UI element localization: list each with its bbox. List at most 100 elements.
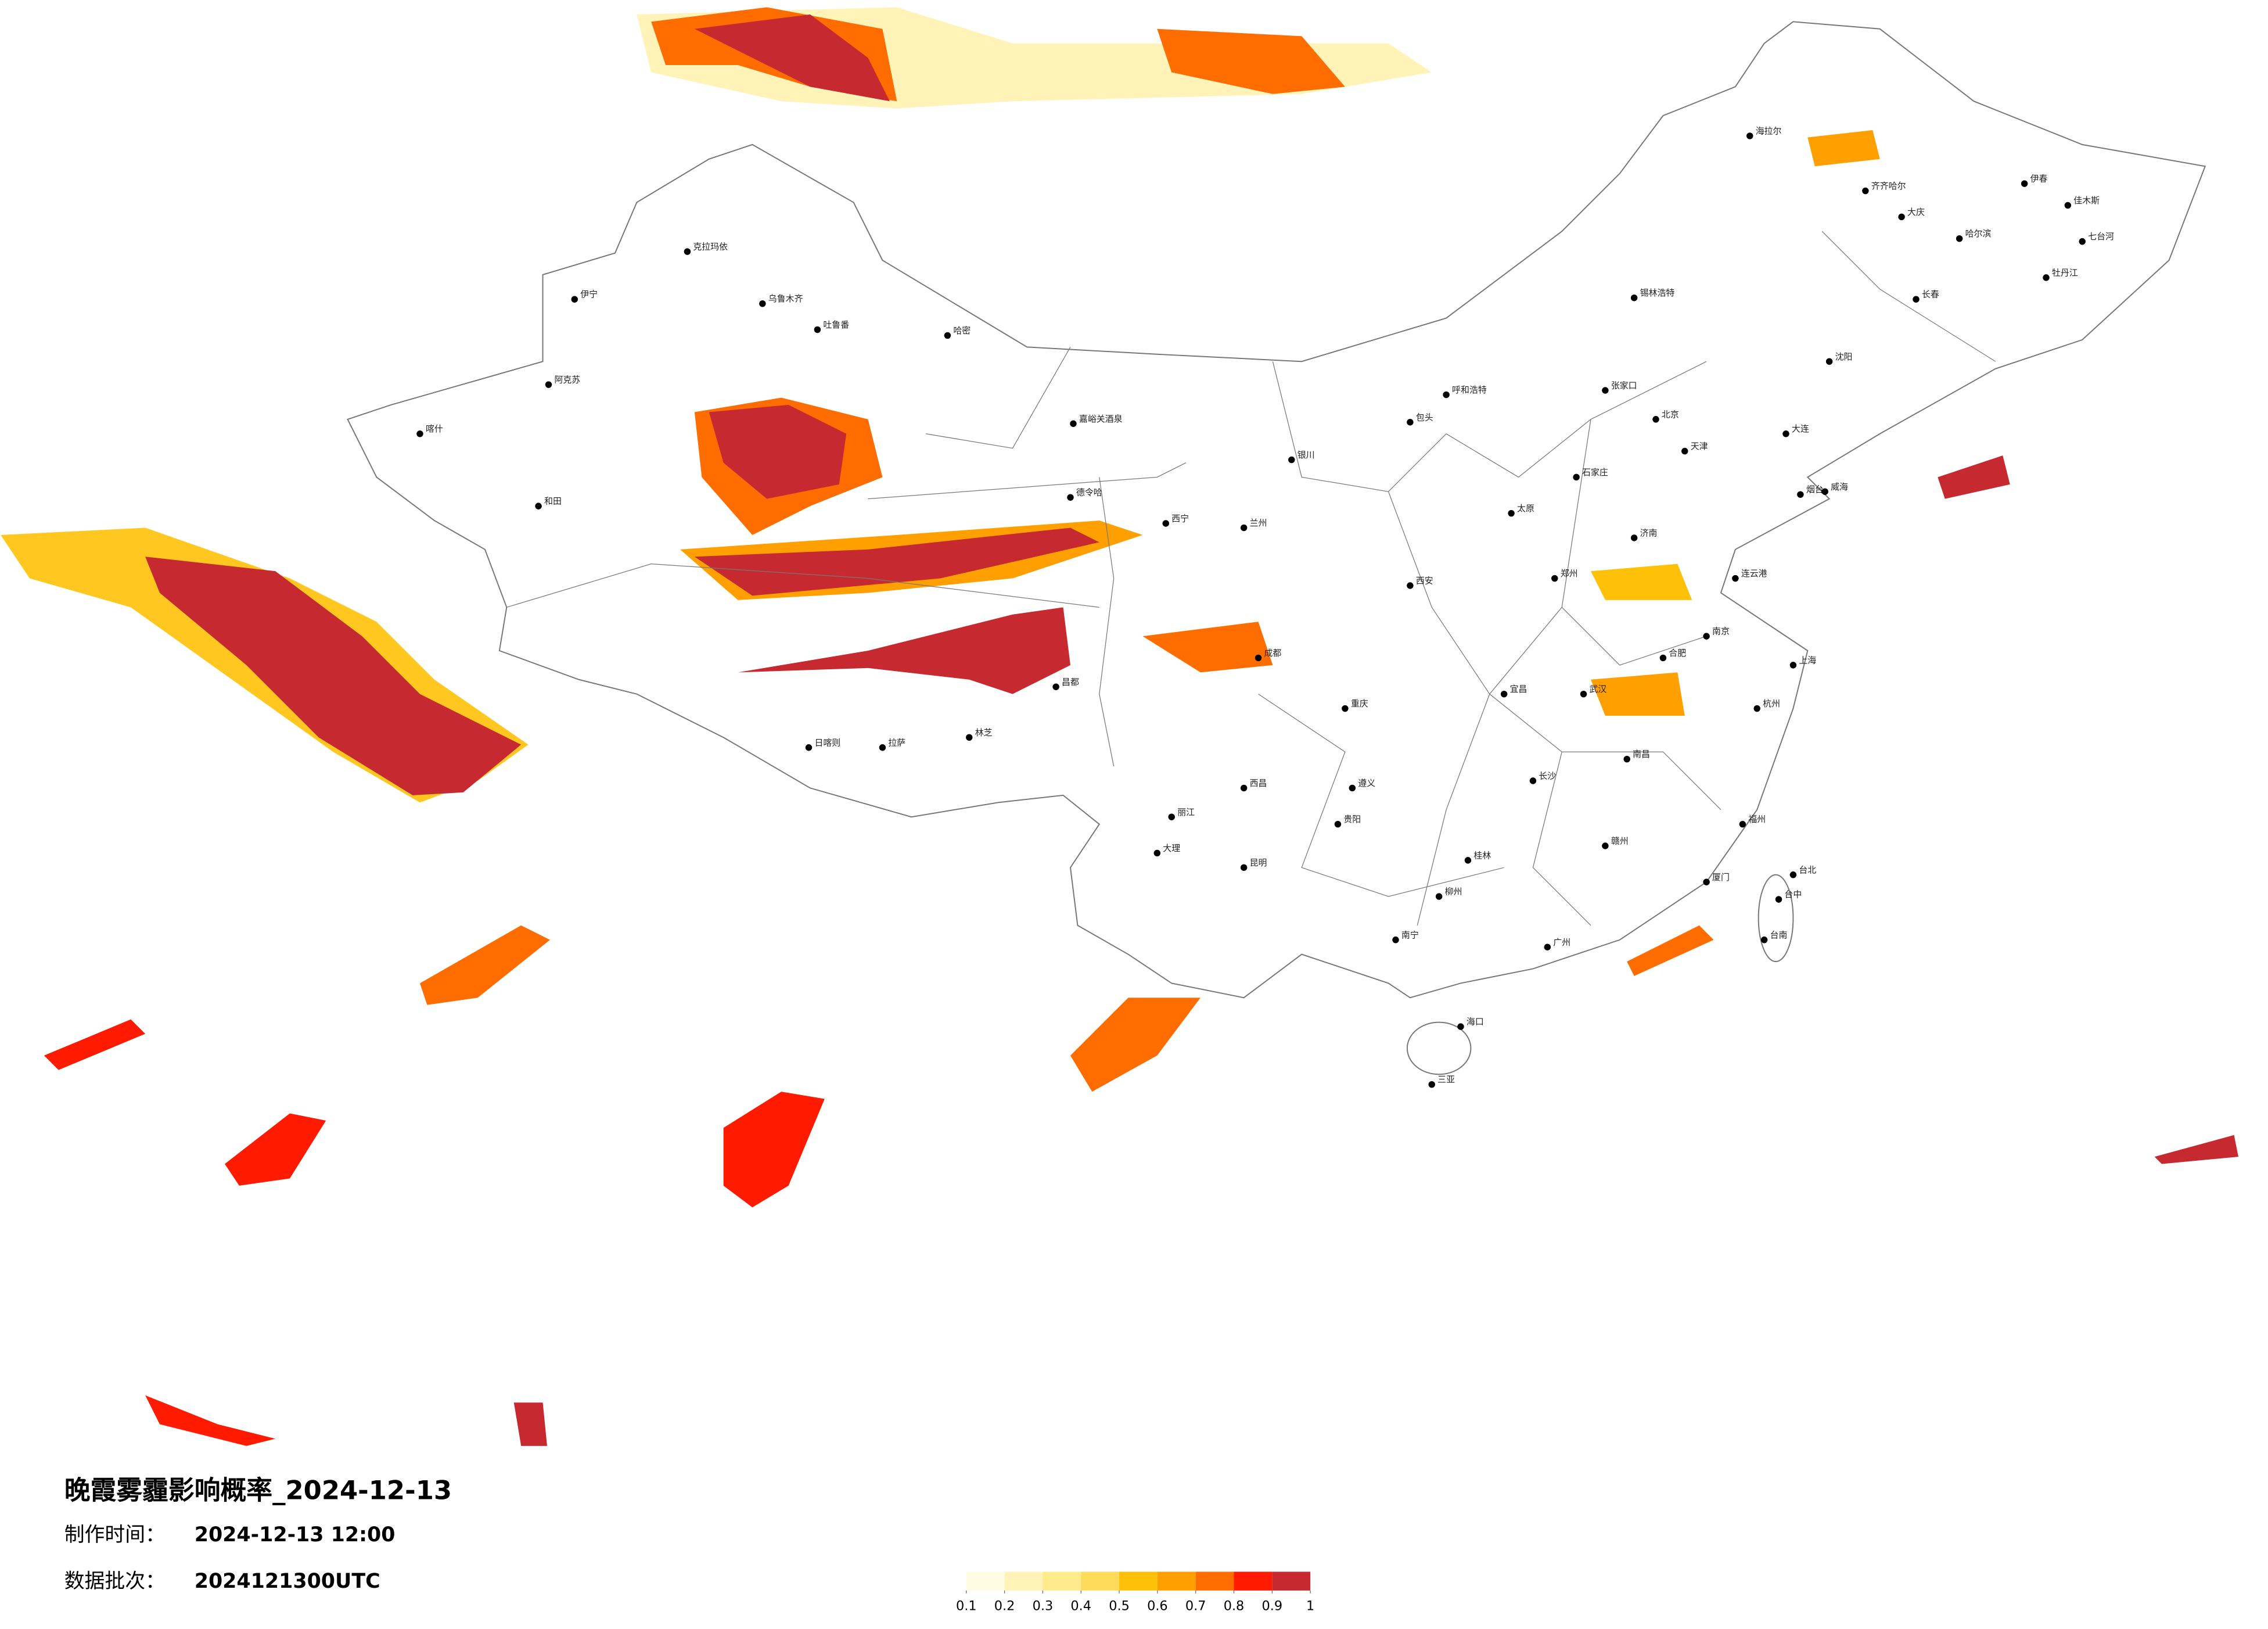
city-dot: [1288, 456, 1295, 464]
cities: 克拉玛依乌鲁木齐吐鲁番哈密伊宁阿克苏喀什和田嘉峪关酒泉德令哈拉萨日喀则林芝昌都西…: [416, 125, 2114, 1088]
legend-swatch: [1081, 1571, 1120, 1591]
legend-swatch: [1195, 1571, 1234, 1591]
city-dot: [1342, 705, 1349, 712]
city-label: 台南: [1770, 930, 1788, 940]
city-label: 昆明: [1250, 857, 1267, 868]
legend-swatch: [1234, 1571, 1273, 1591]
legend: 0.1 0.2 0.3 0.4 0.5 0.6 0.7 0.8 0.9 1: [956, 1571, 1314, 1614]
city-dot: [1789, 871, 1797, 878]
city-label: 桂林: [1473, 850, 1491, 860]
city-label: 大庆: [1907, 207, 1925, 217]
city-dot: [1544, 943, 1551, 950]
hainan: [1406, 1021, 1472, 1075]
city-dot: [535, 503, 542, 509]
city-dot: [416, 430, 423, 437]
city-label: 牡丹江: [2052, 267, 2078, 278]
city-dot: [1746, 132, 1753, 139]
city-dot: [1443, 391, 1450, 399]
city-label: 丽江: [1177, 807, 1195, 817]
city-label: 成都: [1264, 648, 1282, 658]
city-label: 沈阳: [1835, 351, 1853, 362]
haze-field: [1, 7, 2239, 1446]
city-dot: [814, 326, 821, 333]
city-label: 西宁: [1171, 514, 1189, 524]
city-dot: [1821, 488, 1828, 495]
city-dot: [1782, 430, 1789, 437]
city-dot: [1435, 893, 1443, 900]
city-label: 林芝: [975, 727, 993, 738]
city-label: 台中: [1785, 889, 1802, 900]
city-dot: [1428, 1081, 1435, 1088]
legend-tick-label: 0.8: [1224, 1599, 1245, 1614]
city-dot: [966, 734, 973, 741]
city-label: 喀什: [426, 424, 443, 434]
city-dot: [1349, 784, 1356, 792]
legend-tick-label: 0.7: [1185, 1599, 1206, 1614]
city-dot: [1407, 582, 1414, 589]
city-dot: [1659, 654, 1667, 662]
legend-swatch: [1272, 1571, 1311, 1591]
city-label: 呼和浩特: [1452, 385, 1487, 395]
city-dot: [1789, 662, 1797, 669]
city-dot: [1052, 683, 1059, 690]
taiwan: [1757, 874, 1794, 963]
city-label: 天津: [1691, 441, 1708, 451]
legend-swatch: [966, 1571, 1005, 1591]
legend-tick-label: 0.9: [1262, 1599, 1283, 1614]
city-label: 上海: [1799, 655, 1816, 665]
city-label: 贵阳: [1343, 814, 1361, 824]
city-label: 台北: [1799, 864, 1816, 875]
city-dot: [1732, 575, 1739, 582]
city-label: 烟台: [1806, 485, 1824, 495]
city-dot: [1602, 387, 1609, 394]
city-label: 七台河: [2088, 231, 2114, 242]
city-label: 大连: [1792, 424, 1809, 434]
city-label: 哈尔滨: [1965, 228, 1992, 239]
city-label: 太原: [1517, 503, 1534, 514]
country-border: [347, 21, 2206, 999]
city-dot: [1913, 296, 1920, 303]
city-label: 长春: [1922, 289, 1939, 300]
city-label: 厦门: [1712, 872, 1730, 882]
city-label: 包头: [1416, 412, 1433, 422]
city-dot: [1153, 849, 1161, 857]
city-label: 西安: [1416, 576, 1433, 586]
city-label: 南昌: [1633, 749, 1650, 759]
city-label: 合肥: [1669, 648, 1686, 658]
city-dot: [1630, 534, 1638, 541]
city-label: 柳州: [1445, 887, 1462, 897]
city-label: 南京: [1712, 626, 1730, 637]
city-dot: [545, 381, 552, 388]
city-dot: [1630, 294, 1638, 302]
city-label: 福州: [1748, 814, 1766, 824]
city-dot: [1551, 575, 1558, 582]
city-label: 杭州: [1763, 698, 1780, 709]
city-label: 伊宁: [580, 289, 598, 300]
city-label: 伊春: [2030, 174, 2048, 184]
city-dot: [1753, 705, 1760, 712]
city-dot: [1862, 187, 1869, 195]
city-dot: [1956, 235, 1963, 242]
city-dot: [1529, 777, 1537, 784]
city-dot: [1703, 878, 1710, 885]
legend-tick-label: 0.1: [956, 1599, 977, 1614]
city-dot: [1240, 524, 1248, 532]
city-label: 佳木斯: [2073, 195, 2100, 206]
legend-tick-label: 0.3: [1033, 1599, 1054, 1614]
city-dot: [1067, 494, 1074, 501]
city-label: 济南: [1640, 528, 1658, 538]
province-borders: [506, 231, 1996, 926]
city-dot: [1775, 896, 1782, 903]
city-dot: [571, 296, 578, 303]
boundaries: [347, 21, 2206, 1075]
city-label: 乌鲁木齐: [768, 293, 803, 304]
city-dot: [944, 332, 951, 339]
city-dot: [1797, 491, 1804, 498]
city-label: 日喀则: [814, 737, 840, 748]
city-label: 海口: [1467, 1017, 1484, 1027]
batch: 2024121300UTC: [195, 1570, 380, 1593]
city-dot: [759, 300, 766, 307]
city-label: 重庆: [1351, 698, 1368, 709]
city-dot: [1240, 784, 1248, 792]
